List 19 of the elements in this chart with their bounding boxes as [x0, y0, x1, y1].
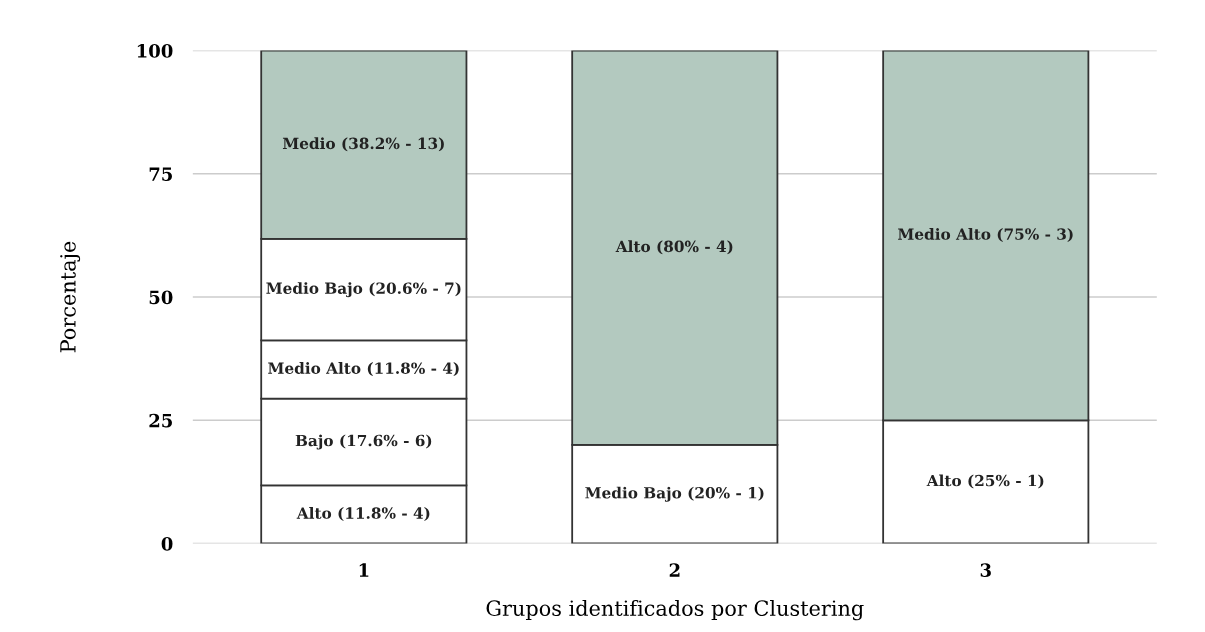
y-tick-label: 75: [149, 167, 172, 181]
data-label: Alto (11.8% - 4): [296, 507, 430, 522]
x-tick-label: 3: [980, 563, 991, 577]
y-axis-title: Porcentaje: [60, 241, 81, 353]
y-tick-label: 0: [161, 536, 173, 551]
data-label: Alto (25% - 1): [926, 474, 1044, 489]
data-label: Bajo (17.6% - 6): [295, 434, 432, 450]
x-tick-label: 2: [669, 563, 680, 577]
data-label: Medio Alto (75% - 3): [898, 228, 1073, 243]
data-label: Medio (38.2% - 13): [282, 137, 444, 152]
x-tick-label: 1: [359, 563, 369, 577]
y-tick-label: 50: [149, 290, 173, 305]
data-label: Alto (80% - 4): [615, 240, 733, 255]
data-label: Medio Bajo (20% - 1): [585, 486, 764, 502]
data-label: Medio Bajo (20.6% - 7): [266, 282, 461, 298]
data-label: Medio Alto (11.8% - 4): [268, 362, 459, 377]
x-axis-title: Grupos identificados por Clustering: [486, 599, 864, 621]
y-tick-label: 25: [149, 413, 172, 428]
y-tick-label: 100: [137, 44, 173, 58]
